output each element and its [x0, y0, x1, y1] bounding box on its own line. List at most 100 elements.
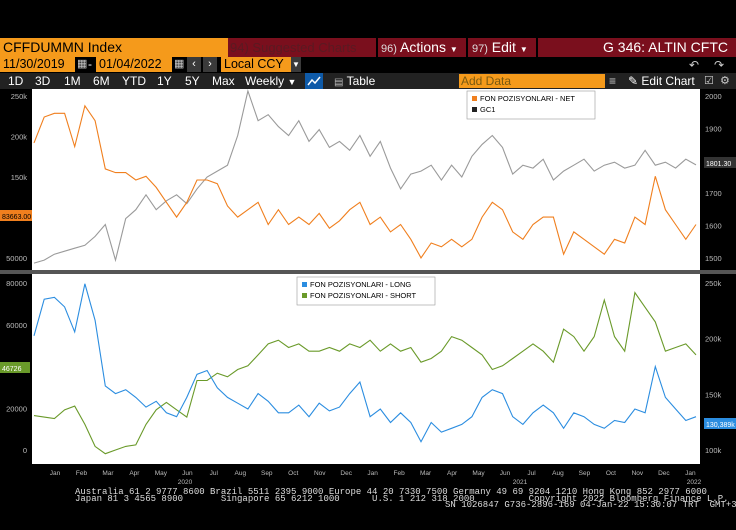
x-year-label: 2022: [687, 479, 702, 486]
y-tick-label-left-top: 250k: [11, 92, 28, 101]
range-1y[interactable]: 1Y: [157, 74, 172, 88]
y-tick-label-right-bottom: 150k: [705, 390, 722, 399]
range-max[interactable]: Max: [212, 74, 235, 88]
x-tick-label: Sep: [261, 470, 273, 477]
y-tick-label-right-top: 1700: [705, 189, 722, 198]
x-tick-label: Oct: [288, 470, 298, 477]
line-chart-icon-svg: [307, 76, 321, 86]
x-tick-label: May: [472, 470, 485, 477]
footer-line-2: Japan 81 3 4565 8900 Singapore 65 6212 1…: [75, 494, 729, 504]
x-tick-label: Apr: [129, 470, 140, 477]
x-tick-label: Nov: [314, 470, 326, 477]
suggested-charts-button[interactable]: 94) Suggested Charts: [230, 38, 374, 57]
chart-labels: 250k200k150k100k500002000190018001700160…: [0, 92, 736, 486]
table-button[interactable]: ▤ Table: [334, 73, 375, 89]
start-date-input[interactable]: 11/30/2019: [0, 57, 75, 72]
x-tick-label: Jul: [210, 470, 219, 477]
actions-label: Actions: [400, 39, 446, 55]
x-tick-label: Feb: [394, 470, 406, 477]
redo-icon[interactable]: ↷: [714, 58, 725, 72]
x-tick-label: Apr: [447, 470, 458, 477]
date-bar: [0, 57, 736, 73]
x-tick-label: Jul: [527, 470, 536, 477]
table-label: Table: [346, 74, 376, 88]
series-short-line: [33, 291, 697, 455]
y-tick-label-right-top: 2000: [705, 92, 722, 101]
gc1-last-value-tag-bg: [704, 157, 736, 168]
net-last-value-tag-bg: [0, 210, 32, 221]
filter-icon[interactable]: ≡: [609, 74, 617, 88]
legend-top-label: FON POZISYONLARI - NET: [480, 94, 575, 103]
range-1d[interactable]: 1D: [8, 74, 24, 88]
x-tick-label: Jan: [50, 470, 61, 477]
short-last-value-tag-bg: [704, 418, 736, 429]
legend-top-box: [466, 90, 596, 120]
undo-icon[interactable]: ↶: [689, 58, 700, 72]
chevron-down-icon: ▼: [519, 45, 528, 54]
edit-icon[interactable]: ☑: [704, 75, 714, 87]
calendar-icon[interactable]: ▦: [77, 58, 88, 70]
footer: Australia 61 2 9777 8600 Brazil 5511 239…: [0, 487, 736, 530]
y-tick-label-left-top: 50000: [6, 254, 27, 263]
suggested-num: 94): [230, 40, 249, 55]
currency-select[interactable]: Local CCY: [221, 57, 291, 72]
chevron-down-icon: ▼: [449, 45, 458, 54]
gc1-last-value-tag: 1801.30: [706, 161, 731, 168]
range-ytd[interactable]: YTD: [122, 74, 146, 88]
chevron-down-icon[interactable]: ▼: [291, 57, 301, 72]
edit-chart-label: Edit Chart: [641, 74, 695, 88]
y-tick-label-right-bottom: 100k: [705, 446, 722, 455]
range-6m[interactable]: 6M: [93, 74, 110, 88]
range-3d[interactable]: 3D: [35, 74, 51, 88]
chart-canvas[interactable]: 250k200k150k100k500002000190018001700160…: [0, 89, 736, 487]
edit-num: 97): [472, 43, 488, 55]
previous-arrow-icon[interactable]: ‹: [187, 57, 201, 72]
ticker-field[interactable]: CFFDUMMN Index: [0, 38, 228, 57]
y-tick-label-left-bottom: 80000: [6, 279, 27, 288]
y-tick-label-right-top: 1600: [705, 222, 722, 231]
x-tick-label: Feb: [76, 470, 88, 477]
legend-top-label: GC1: [480, 105, 495, 114]
next-arrow-icon[interactable]: ›: [203, 57, 217, 72]
x-tick-label: Oct: [606, 470, 616, 477]
range-5y[interactable]: 5Y: [185, 74, 200, 88]
y-tick-label-right-bottom: 250k: [705, 279, 722, 288]
page-title: G 346: ALTIN CFTC: [603, 39, 728, 55]
y-tick-label-left-top: 200k: [11, 133, 28, 142]
x-year-label: 2021: [513, 479, 528, 486]
actions-menu-button[interactable]: 96) Actions ▼: [381, 38, 458, 57]
series-net-line: [33, 104, 697, 259]
suggested-label: Suggested Charts: [252, 40, 357, 55]
legend-bottom-swatch: [302, 293, 307, 298]
range-1m[interactable]: 1M: [64, 74, 81, 88]
y-tick-label-left-top: 150k: [11, 173, 28, 182]
chart-grid: [0, 89, 736, 464]
frequency-select[interactable]: Weekly ▼: [245, 73, 296, 89]
edit-menu-button[interactable]: 97) Edit ▼: [472, 38, 528, 57]
series-long-line: [33, 283, 697, 443]
panel-divider: [0, 270, 736, 274]
y-tick-label-left-bottom: 20000: [6, 404, 27, 413]
legend-top: FON POZISYONLARI - NET GC1: [466, 90, 596, 120]
end-date-input[interactable]: 01/04/2022: [96, 57, 172, 72]
footer-line-3: SN 1026847 G736-2896-169 04-Jan-22 15:30…: [445, 500, 736, 510]
edit-chart-button[interactable]: ✎ Edit Chart: [628, 73, 695, 89]
x-tick-label: May: [155, 470, 168, 477]
x-tick-label: Sep: [579, 470, 591, 477]
add-data-input[interactable]: Add Data: [459, 74, 605, 88]
line-chart-icon[interactable]: [305, 73, 323, 89]
settings-icon[interactable]: ⚙: [720, 75, 730, 87]
net-last-value-tag: 83663.00: [2, 214, 31, 221]
calendar-icon[interactable]: ▦: [174, 58, 185, 70]
x-tick-label: Dec: [340, 470, 352, 477]
y-tick-label-left-bottom: 60000: [6, 321, 27, 330]
table-icon: ▤: [334, 77, 344, 88]
panel-bottom-background: [32, 274, 700, 464]
footer-line-1: Australia 61 2 9777 8600 Brazil 5511 239…: [75, 487, 707, 497]
legend-bottom: FON POZISYONLARI - LONG FON POZISYONLARI …: [296, 276, 436, 306]
x-tick-label: Dec: [658, 470, 670, 477]
legend-top-swatch: [472, 96, 477, 101]
y-tick-label-left-bottom: 0: [23, 446, 27, 455]
actions-num: 96): [381, 43, 397, 55]
x-tick-label: Jun: [500, 470, 511, 477]
